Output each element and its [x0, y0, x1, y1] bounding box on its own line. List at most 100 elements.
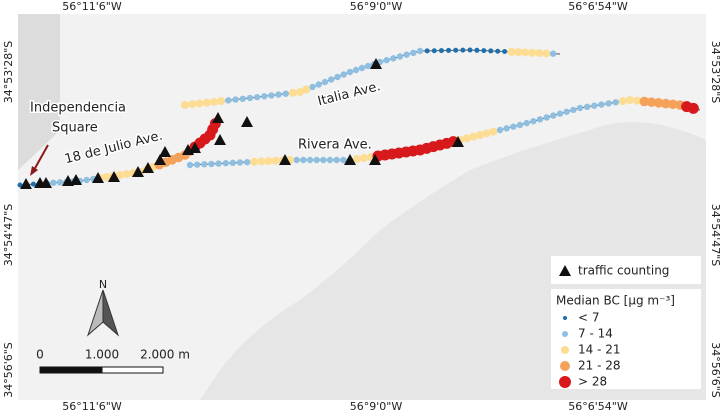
sample-dot — [239, 95, 246, 102]
coord-label: 34°54'47"S — [709, 204, 722, 267]
sample-dot — [236, 159, 244, 166]
sample-dot — [476, 131, 484, 139]
sample-dot — [576, 104, 584, 112]
traffic-count — [132, 166, 144, 177]
sample-dot — [410, 49, 417, 57]
traffic-count — [370, 58, 382, 69]
traffic-count — [154, 154, 166, 165]
sample-dot — [102, 173, 111, 181]
traffic-count — [189, 142, 201, 153]
sample-dot — [612, 99, 619, 106]
scale-label: 2.000 m — [140, 348, 190, 362]
sample-dot — [300, 156, 307, 164]
sample-dot — [217, 97, 226, 106]
sample-dot — [232, 96, 239, 103]
sample-dot — [507, 47, 516, 56]
sample-dot — [591, 102, 598, 109]
sample-dot — [403, 51, 410, 58]
traffic-count — [159, 146, 171, 157]
traffic-count — [344, 154, 356, 165]
sample-dot — [50, 179, 57, 186]
sample-dot — [215, 160, 222, 167]
sample-dot — [550, 112, 557, 119]
sample-dot — [313, 156, 320, 164]
sample-dot — [542, 49, 551, 58]
legend-box — [551, 256, 701, 284]
place-label: Independencia — [30, 101, 126, 116]
sample-dot — [431, 48, 437, 54]
legend-dot — [559, 376, 571, 388]
sample-dot — [489, 127, 498, 136]
coord-label: 56°9'0"W — [350, 0, 403, 13]
coord-label: 56°9'0"W — [350, 400, 403, 413]
coord-label: 56°11'6"W — [62, 0, 122, 13]
sample-dot — [467, 47, 473, 53]
sample-dot — [208, 160, 215, 168]
sample-dot — [253, 93, 261, 101]
sample-dot — [453, 47, 459, 53]
sample-dot — [618, 97, 627, 106]
sample-dot — [353, 155, 361, 163]
sample-dot — [396, 53, 404, 60]
sample-dot — [288, 88, 297, 97]
traffic-count — [212, 112, 224, 123]
coord-label: 34°54'47"S — [2, 204, 15, 267]
sample-dot — [469, 132, 478, 141]
place-label: Square — [52, 121, 98, 136]
sample-dot — [633, 96, 642, 105]
sample-dot — [302, 85, 311, 94]
sample-dot — [360, 154, 368, 162]
sample-dot — [556, 110, 564, 117]
legend-title: Median BC [µg m⁻³] — [556, 294, 675, 308]
legend-dot — [563, 316, 567, 320]
sample-dot — [390, 55, 397, 62]
sample-dot — [535, 49, 544, 58]
north-arrow — [102, 289, 120, 337]
traffic-count — [241, 116, 253, 127]
legend-label: 14 - 21 — [578, 343, 621, 357]
sample-dot — [326, 156, 334, 164]
sample-dot — [201, 161, 208, 168]
sample-dot — [222, 160, 229, 167]
sample-dot — [246, 94, 254, 102]
sample-dot — [17, 182, 23, 188]
sample-dot — [536, 116, 544, 123]
sample-dot — [416, 47, 424, 55]
legend-triangle — [559, 265, 571, 276]
sample-dot — [481, 48, 487, 54]
sample-dot — [328, 76, 335, 83]
sample-dot — [653, 98, 664, 108]
sample-dot — [521, 48, 530, 57]
sample-dot — [296, 88, 304, 96]
street-label: Rivera Ave. — [298, 138, 372, 153]
sample-dot — [482, 129, 491, 138]
sample-dot — [549, 50, 557, 57]
sample-dot — [340, 71, 347, 78]
legend-label: traffic counting — [578, 264, 669, 278]
sample-dot — [424, 48, 430, 54]
coord-label: 56°6'54"W — [568, 400, 628, 413]
sample-dot — [660, 98, 671, 109]
sample-dot — [514, 48, 523, 57]
coord-label: 56°11'6"W — [62, 400, 122, 413]
sample-dot — [563, 108, 570, 115]
coord-label: 34°53'28"S — [2, 41, 15, 104]
sample-dot — [510, 123, 517, 130]
sample-dot — [446, 47, 452, 53]
sample-dot — [268, 92, 275, 99]
legend-label: 21 - 28 — [578, 359, 621, 373]
sample-dot — [687, 102, 699, 114]
sample-dot — [462, 134, 471, 143]
sample-dot — [598, 101, 605, 108]
sample-dot — [83, 176, 90, 184]
coord-label: 56°6'54"W — [568, 0, 628, 13]
sample-dot — [530, 118, 537, 125]
sample-dot — [257, 157, 266, 166]
sample-dot — [496, 126, 504, 134]
sample-dot — [340, 156, 347, 164]
sample-dot — [186, 161, 194, 169]
sample-dot — [225, 97, 232, 104]
sample-dot — [605, 100, 612, 107]
pointer-arrow — [33, 144, 49, 171]
